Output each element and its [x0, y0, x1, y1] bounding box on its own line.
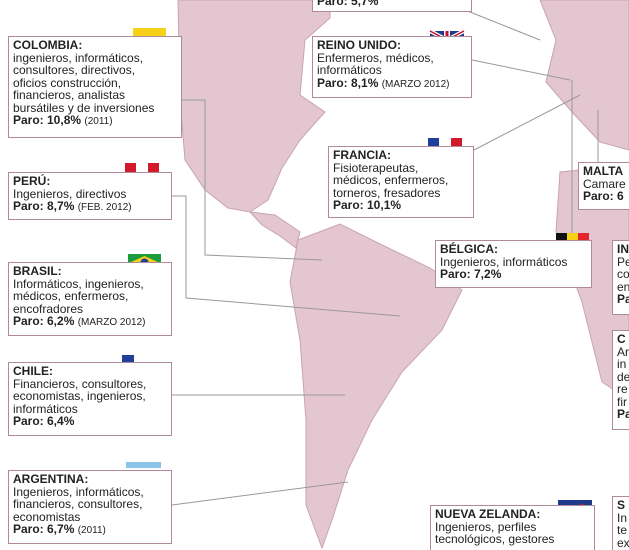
professions-line: economistas, ingenieros, — [13, 389, 146, 403]
country-name: COLOMBIA: — [13, 38, 83, 52]
country-box: COLOMBIA: ingenieros, informáticos, consul… — [8, 36, 182, 138]
professions-line: informáticos — [317, 63, 382, 77]
professions-line: Ingenieros, directivos — [13, 186, 127, 201]
unemployment: Paro: 10,8% (2011) — [13, 114, 177, 129]
unemployment: Paro: 6,2% (MARZO 2012) — [13, 315, 167, 330]
country-name: S — [617, 498, 626, 512]
country-name: IN — [617, 242, 629, 256]
rate-date: (2011) — [77, 525, 106, 536]
professions-line: Pe — [617, 254, 629, 269]
professions-line: te — [617, 523, 628, 537]
unemployment: Paro: 7,2% — [440, 268, 587, 281]
country-name: BRASIL: — [13, 264, 62, 278]
professions-line: tecnológicos, gestores — [435, 532, 555, 546]
unemployment-rate: Pa — [617, 407, 629, 421]
professions-line: Ingenieros, perfiles — [435, 519, 537, 534]
country-box: ARGENTINA: Ingenieros, informáticos, finan… — [8, 470, 172, 544]
unemployment: Paro: 5,7% — [317, 0, 467, 8]
country-box: Paro: 5,7% — [312, 0, 472, 12]
unemployment: Paro: 6 — [583, 190, 629, 203]
unemployment-rate: Paro: 6,2% — [13, 314, 75, 328]
professions-line: Enfermeros, médicos, — [317, 50, 434, 65]
professions-line: bursátiles y de inversiones — [13, 100, 155, 115]
professions-line: Ingenieros, informáticos — [440, 254, 568, 269]
professions-line: Financieros, consultores, — [13, 376, 147, 391]
country-box: INPecoenPa — [612, 240, 629, 315]
professions-line: Informáticos, ingenieros, — [13, 276, 144, 291]
country-name: ARGENTINA: — [13, 472, 89, 486]
unemployment: Pa — [617, 408, 629, 421]
country-name: MALTA — [583, 164, 624, 178]
country-box: CHILE: Financieros, consultores, economist… — [8, 362, 172, 436]
professions-line: consultores, directivos, — [13, 63, 136, 77]
country-box: REINO UNIDO: Enfermeros, médicos, informát… — [312, 36, 472, 98]
country-name: FRANCIA: — [333, 148, 391, 162]
professions-line: financieros, analistas — [13, 88, 126, 102]
unemployment-rate: Paro: 10,1% — [333, 198, 402, 212]
country-name: CHILE: — [13, 364, 53, 378]
country-name: BÉLGICA: — [440, 242, 498, 256]
professions-line: in — [617, 357, 627, 371]
country-box: CArinderefirPa — [612, 330, 629, 430]
unemployment-rate: Paro: 6,7% — [13, 522, 75, 536]
professions-line: Ar — [617, 344, 629, 359]
north-america — [177, 0, 331, 213]
unemployment-rate: Paro: 8,1% — [317, 75, 379, 90]
south-america — [289, 223, 463, 550]
rate-date: (2011) — [84, 116, 113, 127]
unemployment: Paro: 10,1% — [333, 199, 469, 212]
country-box: BÉLGICA: Ingenieros, informáticos Paro: 7,… — [435, 240, 592, 288]
professions-line: ex — [617, 535, 629, 550]
central-america — [248, 211, 301, 249]
professions-line: financieros, consultores, — [13, 497, 143, 511]
unemployment-rate: Paro: 10,8% — [13, 113, 82, 127]
unemployment: Paro: 8,1% (MARZO 2012) — [317, 75, 467, 92]
country-name: C — [617, 332, 626, 346]
professions-line: médicos, enfermeros, — [13, 289, 129, 303]
professions-line: de — [617, 369, 629, 384]
professions-line: encofradores — [13, 301, 84, 316]
unemployment-rate: Pa — [617, 292, 629, 306]
professions-line: oficios construcción, — [13, 75, 122, 90]
unemployment: Paro: 8,7% (FEB. 2012) — [13, 200, 167, 215]
country-box: FRANCIA: Fisioterapeutas, médicos, enferme… — [328, 146, 474, 218]
rate-date: (MARZO 2012) — [381, 78, 450, 90]
europe — [539, 0, 629, 151]
professions-line: torneros, fresadores — [333, 185, 441, 200]
professions-line: economistas — [13, 509, 81, 524]
professions-line: Fisioterapeutas, — [333, 160, 419, 175]
professions-line: en — [617, 279, 629, 294]
professions-line: médicos, enfermeros, — [333, 173, 449, 187]
africa — [555, 164, 629, 401]
professions-line: informáticos — [13, 401, 78, 416]
unemployment-rate: Paro: 7,2% — [440, 267, 502, 281]
country-box: S In te ex — [612, 496, 629, 550]
unemployment: Paro: 6,7% (2011) — [13, 523, 167, 538]
unemployment: Pa — [617, 293, 629, 306]
country-box: BRASIL: Informáticos, ingenieros, médicos,… — [8, 262, 172, 336]
professions-line: Camare — [583, 176, 626, 191]
country-name: NUEVA ZELANDA: — [435, 507, 541, 521]
connectors — [171, 0, 599, 506]
rate-date: (FEB. 2012) — [77, 202, 132, 213]
professions-line: In — [617, 510, 628, 525]
unemployment-rate: Paro: 5,7% — [317, 0, 379, 8]
professions-line: fir — [617, 394, 627, 409]
country-name: REINO UNIDO: — [317, 38, 401, 52]
professions-line: co — [617, 267, 629, 281]
country-box: MALTA Camare Paro: 6 — [578, 162, 629, 210]
professions-line: ingenieros, informáticos, — [13, 50, 144, 65]
country-name: PERÚ: — [13, 174, 51, 188]
unemployment-rate: Paro: 6,4% — [13, 414, 75, 428]
country-box: NUEVA ZELANDA: Ingenieros, perfiles tecnol… — [430, 505, 595, 550]
unemployment-rate: Paro: 8,7% — [13, 199, 75, 213]
rate-date: (MARZO 2012) — [77, 317, 146, 328]
country-box: PERÚ: Ingenieros, directivos Paro: 8,7% (F… — [8, 172, 172, 220]
unemployment-rate: Paro: 6 — [583, 189, 624, 203]
professions-line: re — [617, 382, 628, 396]
unemployment: Paro: 6,4% — [13, 415, 167, 428]
professions-line: Ingenieros, informáticos, — [13, 484, 144, 499]
